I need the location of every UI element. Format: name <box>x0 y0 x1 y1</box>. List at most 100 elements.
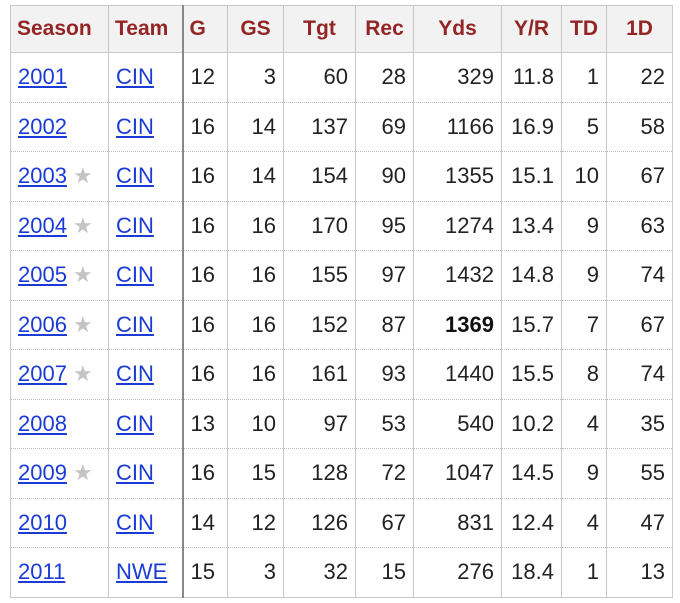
season-cell: 2006 ★ <box>10 300 109 350</box>
stat-cell-td: 5 <box>561 102 607 152</box>
col-header-yds[interactable]: Yds <box>413 5 502 53</box>
stat-cell-tgt: 155 <box>283 250 356 301</box>
stat-cell-g: 16 <box>182 151 228 202</box>
team-link[interactable]: CIN <box>116 410 154 436</box>
stat-cell-yds: 1047 <box>413 448 502 499</box>
table-row: 2003 ★ CIN 16 14 154 90 1355 15.1 10 67 <box>10 151 673 202</box>
stat-cell-gs: 16 <box>227 300 284 350</box>
stat-cell-fd: 67 <box>606 151 673 202</box>
stat-cell-fd: 22 <box>606 52 673 103</box>
season-link[interactable]: 2005 <box>18 262 67 288</box>
stat-cell-td: 4 <box>561 498 607 548</box>
col-header-td[interactable]: TD <box>561 5 607 53</box>
team-cell: CIN <box>108 399 184 449</box>
col-header-season[interactable]: Season <box>10 5 109 53</box>
team-cell: CIN <box>108 201 184 251</box>
table-row: 2009 ★ CIN 16 15 128 72 1047 14.5 9 55 <box>10 448 673 499</box>
team-link[interactable]: CIN <box>116 212 154 238</box>
stat-cell-yds: 540 <box>413 399 502 449</box>
stat-cell-td: 9 <box>561 201 607 251</box>
season-link[interactable]: 2002 <box>18 113 67 139</box>
stat-cell-rec: 67 <box>355 498 414 548</box>
stat-cell-g: 14 <box>182 498 228 548</box>
team-cell: NWE <box>108 547 184 598</box>
season-link[interactable]: 2004 <box>18 212 67 238</box>
stat-cell-tgt: 60 <box>283 52 356 103</box>
season-link[interactable]: 2011 <box>18 559 66 585</box>
stat-cell-td: 9 <box>561 448 607 499</box>
team-link[interactable]: CIN <box>116 311 154 337</box>
stat-cell-yds: 1274 <box>413 201 502 251</box>
stat-cell-td: 1 <box>561 52 607 103</box>
pro-bowl-star-icon: ★ <box>72 163 93 189</box>
stat-cell-yds: 831 <box>413 498 502 548</box>
stat-cell-fd: 63 <box>606 201 673 251</box>
team-link[interactable]: CIN <box>116 64 154 90</box>
stat-cell-fd: 13 <box>606 547 673 598</box>
header-row: Season Team G GS Tgt Rec Yds Y/R TD 1D <box>10 5 673 53</box>
team-cell: CIN <box>108 102 184 152</box>
stat-cell-g: 16 <box>182 102 228 152</box>
stat-cell-rec: 97 <box>355 250 414 301</box>
season-cell: 2011 <box>10 547 109 598</box>
season-link[interactable]: 2003 <box>18 163 67 189</box>
col-header-tgt[interactable]: Tgt <box>283 5 356 53</box>
season-link[interactable]: 2008 <box>18 410 67 436</box>
team-link[interactable]: CIN <box>116 361 154 387</box>
stat-cell-g: 15 <box>182 547 228 598</box>
col-header-ypr[interactable]: Y/R <box>501 5 562 53</box>
stat-cell-fd: 35 <box>606 399 673 449</box>
stat-cell-fd: 67 <box>606 300 673 350</box>
table-row: 2002 CIN 16 14 137 69 1166 16.9 5 58 <box>10 102 673 152</box>
stat-cell-tgt: 161 <box>283 349 356 400</box>
pro-bowl-star-icon: ★ <box>72 460 93 486</box>
stat-cell-g: 16 <box>182 300 228 350</box>
stat-cell-gs: 16 <box>227 250 284 301</box>
team-link[interactable]: CIN <box>116 509 154 535</box>
team-link[interactable]: CIN <box>116 163 154 189</box>
stat-cell-tgt: 152 <box>283 300 356 350</box>
stat-cell-td: 7 <box>561 300 607 350</box>
season-link[interactable]: 2010 <box>18 509 67 535</box>
stat-cell-gs: 3 <box>227 52 284 103</box>
season-link[interactable]: 2009 <box>18 460 67 486</box>
team-cell: CIN <box>108 250 184 301</box>
stat-cell-ypr: 14.5 <box>501 448 562 499</box>
season-cell: 2005 ★ <box>10 250 109 301</box>
season-link[interactable]: 2001 <box>18 64 67 90</box>
season-cell: 2002 <box>10 102 109 152</box>
stat-cell-tgt: 154 <box>283 151 356 202</box>
team-link[interactable]: CIN <box>116 262 154 288</box>
season-link[interactable]: 2007 <box>18 361 67 387</box>
team-link[interactable]: CIN <box>116 460 154 486</box>
stat-cell-gs: 3 <box>227 547 284 598</box>
col-header-g[interactable]: G <box>182 5 228 53</box>
col-header-1d[interactable]: 1D <box>606 5 673 53</box>
stat-cell-ypr: 11.8 <box>501 52 562 103</box>
stat-cell-yds: 1369 <box>413 300 502 350</box>
stat-cell-rec: 72 <box>355 448 414 499</box>
team-link[interactable]: NWE <box>116 559 168 585</box>
col-header-gs[interactable]: GS <box>227 5 284 53</box>
table-row: 2001 CIN 12 3 60 28 329 11.8 1 22 <box>10 52 673 103</box>
stat-cell-g: 13 <box>182 399 228 449</box>
stat-cell-td: 8 <box>561 349 607 400</box>
stat-cell-fd: 47 <box>606 498 673 548</box>
stat-cell-rec: 15 <box>355 547 414 598</box>
col-header-rec[interactable]: Rec <box>355 5 414 53</box>
col-header-team[interactable]: Team <box>108 5 184 53</box>
stat-cell-yds: 1432 <box>413 250 502 301</box>
pro-bowl-star-icon: ★ <box>72 361 93 387</box>
stat-cell-rec: 87 <box>355 300 414 350</box>
season-cell: 2007 ★ <box>10 349 109 400</box>
table-row: 2007 ★ CIN 16 16 161 93 1440 15.5 8 74 <box>10 349 673 400</box>
stat-cell-rec: 90 <box>355 151 414 202</box>
team-link[interactable]: CIN <box>116 113 154 139</box>
season-link[interactable]: 2006 <box>18 311 67 337</box>
table-row: 2010 CIN 14 12 126 67 831 12.4 4 47 <box>10 498 673 548</box>
stat-cell-tgt: 32 <box>283 547 356 598</box>
stat-cell-rec: 93 <box>355 349 414 400</box>
stat-cell-ypr: 15.7 <box>501 300 562 350</box>
stat-cell-tgt: 128 <box>283 448 356 499</box>
season-cell: 2003 ★ <box>10 151 109 202</box>
